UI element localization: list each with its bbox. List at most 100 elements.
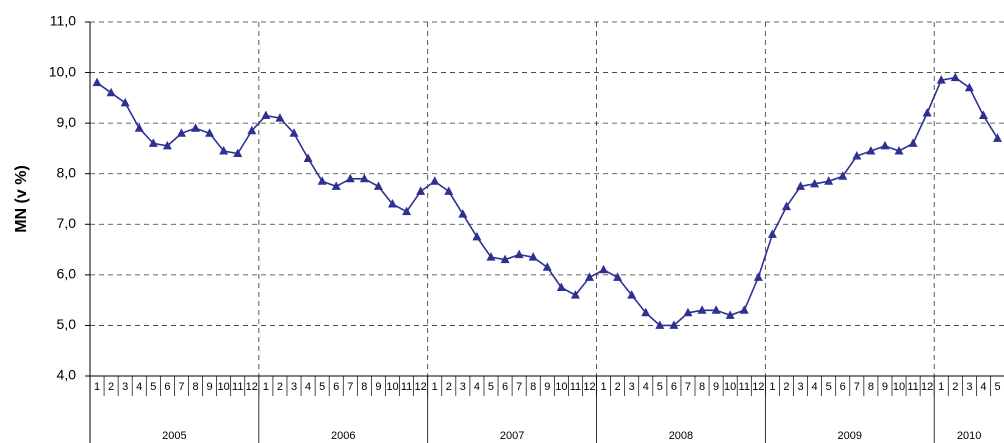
data-point: [92, 77, 102, 87]
x-tick-label: 1: [432, 381, 438, 393]
data-point: [247, 125, 257, 135]
y-tick-label: 4,0: [57, 367, 77, 383]
y-tick-label: 9,0: [57, 114, 77, 130]
data-point: [275, 113, 285, 122]
data-point: [711, 305, 721, 314]
data-point: [697, 305, 707, 314]
x-tick-label: 1: [263, 381, 269, 393]
y-tick-label: 11,0: [50, 13, 76, 29]
x-tick-label: 4: [136, 381, 142, 393]
x-tick-label: 6: [671, 381, 677, 393]
data-point: [838, 171, 848, 180]
x-tick-label: 5: [150, 381, 156, 393]
x-tick-label: 12: [415, 381, 427, 393]
data-point: [725, 310, 735, 319]
x-tick-label: 8: [699, 381, 705, 393]
x-tick-label: 4: [812, 381, 818, 393]
x-tick-label: 11: [907, 381, 918, 393]
data-point: [373, 181, 383, 190]
data-point: [641, 307, 651, 317]
x-tick-label: 8: [361, 381, 367, 393]
x-tick-label: 11: [570, 381, 581, 393]
data-point: [500, 254, 510, 264]
x-tick-label: 10: [386, 381, 398, 393]
data-point: [852, 151, 862, 160]
data-point: [866, 145, 876, 155]
data-point: [458, 209, 468, 218]
year-label: 2010: [957, 430, 981, 442]
data-point: [303, 153, 313, 163]
data-point: [219, 145, 229, 155]
data-point: [444, 186, 454, 195]
data-point: [739, 305, 749, 314]
data-point: [542, 262, 552, 271]
year-label: 2008: [669, 430, 693, 442]
data-point: [205, 128, 215, 137]
x-tick-label: 7: [347, 381, 353, 393]
x-tick-label: 5: [657, 381, 663, 393]
y-axis-label: MN (v %): [13, 165, 30, 233]
data-point: [162, 140, 172, 150]
x-tick-label: 11: [401, 381, 412, 393]
x-tick-label: 2: [446, 381, 452, 393]
x-tick-label: 3: [460, 381, 466, 393]
data-point: [176, 128, 186, 137]
data-point: [430, 176, 440, 185]
x-tick-label: 2: [615, 381, 621, 393]
data-point: [472, 231, 482, 241]
y-tick-label: 5,0: [57, 316, 77, 332]
x-tick-label: 4: [980, 381, 986, 393]
x-tick-label: 3: [797, 381, 803, 393]
x-tick-label: 3: [966, 381, 972, 393]
x-tick-label: 5: [994, 381, 1000, 393]
data-point: [908, 138, 918, 147]
data-point: [570, 290, 580, 299]
x-tick-label: 6: [840, 381, 846, 393]
x-tick-label: 9: [713, 381, 719, 393]
x-tick-label: 8: [530, 381, 536, 393]
x-tick-label: 4: [643, 381, 649, 393]
x-tick-label: 7: [854, 381, 860, 393]
x-tick-label: 7: [516, 381, 522, 393]
x-tick-label: 4: [474, 381, 480, 393]
x-tick-label: 6: [333, 381, 339, 393]
data-point: [331, 181, 341, 190]
data-point: [993, 133, 1003, 142]
year-label: 2009: [838, 430, 862, 442]
data-point: [655, 320, 665, 329]
x-tick-label: 11: [232, 381, 243, 393]
data-point: [922, 108, 932, 117]
x-tick-label: 5: [488, 381, 494, 393]
data-point: [345, 173, 355, 183]
x-tick-label: 10: [555, 381, 567, 393]
x-tick-label: 9: [375, 381, 381, 393]
data-point: [388, 199, 398, 208]
data-point: [599, 264, 609, 274]
x-tick-label: 10: [218, 381, 230, 393]
data-point: [584, 272, 594, 281]
x-tick-label: 3: [629, 381, 635, 393]
data-point: [317, 176, 327, 185]
x-tick-label: 8: [192, 381, 198, 393]
data-point: [824, 176, 834, 185]
year-label: 2005: [162, 430, 186, 442]
x-tick-label: 2: [108, 381, 114, 393]
x-tick-label: 4: [305, 381, 311, 393]
y-tick-label: 7,0: [57, 215, 77, 231]
x-tick-label: 7: [685, 381, 691, 393]
x-tick-label: 3: [291, 381, 297, 393]
x-tick-label: 2: [952, 381, 958, 393]
data-point: [894, 145, 904, 155]
x-tick-label: 10: [724, 381, 736, 393]
data-point: [880, 140, 890, 150]
x-tick-label: 8: [868, 381, 874, 393]
x-tick-label: 9: [882, 381, 888, 393]
x-tick-label: 1: [600, 381, 606, 393]
x-tick-label: 1: [94, 381, 100, 393]
x-tick-label: 5: [319, 381, 325, 393]
x-tick-label: 12: [752, 381, 764, 393]
data-point: [613, 272, 623, 281]
data-point: [120, 97, 130, 107]
data-point: [486, 252, 496, 261]
